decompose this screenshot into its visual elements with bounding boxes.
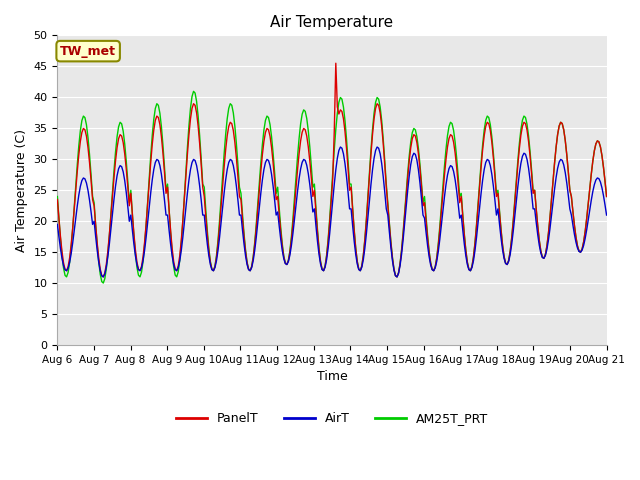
AirT	[99, 274, 107, 280]
PanelT	[603, 193, 611, 199]
AM25T_PRT	[54, 193, 61, 199]
PanelT	[332, 60, 340, 66]
AM25T_PRT	[122, 158, 130, 164]
Line: PanelT: PanelT	[58, 63, 607, 277]
PanelT	[54, 197, 61, 203]
AM25T_PRT	[189, 88, 197, 94]
AirT	[575, 249, 583, 254]
AirT	[246, 268, 254, 274]
PanelT	[295, 151, 303, 156]
PanelT	[237, 197, 245, 203]
Y-axis label: Air Temperature (C): Air Temperature (C)	[15, 129, 28, 252]
AM25T_PRT	[239, 211, 246, 217]
AirT	[219, 204, 227, 210]
Title: Air Temperature: Air Temperature	[271, 15, 394, 30]
AirT	[337, 144, 344, 150]
AM25T_PRT	[248, 264, 255, 269]
Line: AM25T_PRT: AM25T_PRT	[58, 91, 607, 283]
X-axis label: Time: Time	[317, 371, 348, 384]
AirT	[295, 176, 303, 181]
AirT	[54, 221, 61, 227]
Line: AirT: AirT	[58, 147, 607, 277]
AM25T_PRT	[575, 248, 583, 254]
AM25T_PRT	[603, 193, 611, 199]
PanelT	[99, 274, 107, 280]
PanelT	[122, 166, 130, 172]
AirT	[237, 212, 245, 218]
AirT	[122, 190, 130, 195]
AirT	[603, 212, 611, 218]
PanelT	[575, 248, 583, 254]
PanelT	[219, 183, 227, 189]
PanelT	[246, 268, 254, 274]
Legend: PanelT, AirT, AM25T_PRT: PanelT, AirT, AM25T_PRT	[171, 407, 493, 430]
AM25T_PRT	[220, 151, 228, 157]
Text: TW_met: TW_met	[60, 45, 116, 58]
AM25T_PRT	[297, 121, 305, 127]
AM25T_PRT	[99, 280, 107, 286]
